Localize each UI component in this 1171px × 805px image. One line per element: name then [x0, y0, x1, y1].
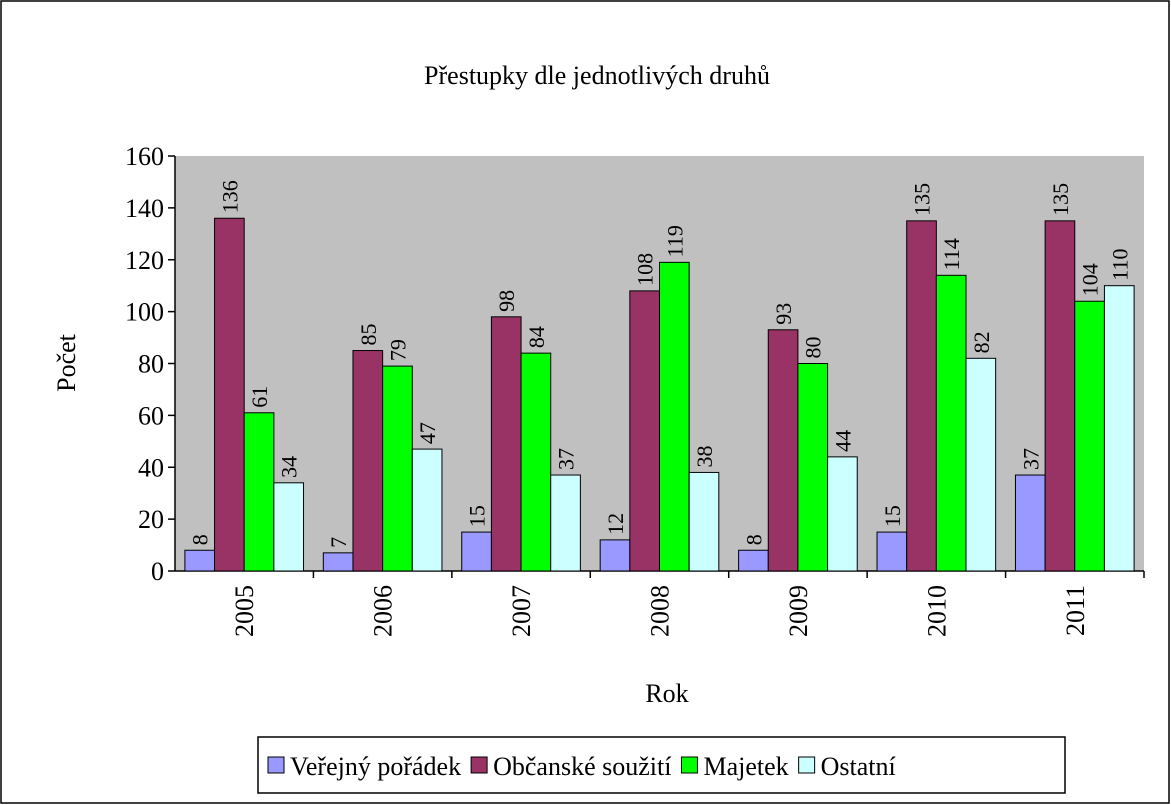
value-label: 7 — [326, 537, 351, 548]
value-label: 15 — [465, 505, 490, 527]
y-tick-label: 20 — [138, 505, 164, 534]
bar — [688, 471, 720, 572]
value-label: 104 — [1078, 263, 1103, 296]
value-label: 135 — [910, 183, 935, 216]
value-label: 79 — [385, 339, 410, 361]
bar — [411, 448, 443, 572]
y-tick-label: 120 — [125, 246, 164, 275]
bar — [767, 329, 799, 572]
bar — [738, 549, 769, 572]
value-label: 37 — [1018, 448, 1043, 470]
legend-label: Ostatní — [821, 752, 896, 781]
value-label: 84 — [524, 326, 549, 348]
bar — [243, 412, 275, 572]
x-tick-label: 2008 — [646, 585, 675, 637]
value-label: 44 — [830, 430, 855, 452]
bar — [214, 217, 245, 572]
legend-swatch — [267, 756, 285, 774]
value-label: 82 — [969, 331, 994, 353]
legend-swatch — [798, 756, 816, 774]
bar — [1103, 285, 1135, 572]
y-tick-label: 60 — [138, 401, 164, 430]
y-tick-label: 160 — [125, 142, 164, 171]
x-tick-label: 2007 — [507, 585, 536, 637]
x-tick-label: 2006 — [369, 585, 398, 637]
y-axis-label: Počet — [52, 333, 81, 392]
bar — [184, 549, 216, 572]
legend-swatch — [470, 756, 488, 774]
bar — [876, 531, 908, 572]
bar — [520, 352, 552, 572]
value-label: 47 — [415, 422, 440, 444]
value-label: 93 — [771, 303, 796, 325]
value-label: 8 — [188, 534, 213, 545]
bar — [827, 456, 858, 572]
y-tick-label: 0 — [151, 557, 164, 586]
legend-label: Občanské soužití — [493, 752, 671, 781]
bar — [461, 531, 492, 572]
x-tick-label: 2010 — [922, 585, 951, 637]
y-tick-label: 80 — [138, 350, 164, 379]
legend-swatch — [680, 756, 698, 774]
value-label: 114 — [939, 238, 964, 270]
value-label: 61 — [247, 386, 272, 408]
value-label: 80 — [801, 337, 826, 359]
bar — [490, 316, 522, 572]
bar — [906, 220, 937, 572]
x-tick-label: 2011 — [1061, 585, 1090, 636]
value-label: 12 — [603, 513, 628, 535]
bar — [550, 474, 581, 572]
bar — [322, 552, 354, 572]
value-label: 8 — [741, 534, 766, 545]
value-label: 110 — [1107, 249, 1132, 281]
value-label: 119 — [662, 225, 687, 257]
legend-label: Majetek — [703, 752, 788, 781]
value-label: 15 — [880, 505, 905, 527]
bar — [1044, 220, 1076, 572]
bar — [935, 274, 967, 572]
value-label: 37 — [554, 448, 579, 470]
chart-title: Přestupky dle jednotlivých druhů — [424, 61, 770, 90]
x-axis-label: Rok — [645, 679, 688, 708]
y-tick-label: 140 — [125, 194, 164, 223]
value-label: 108 — [633, 253, 658, 286]
bar — [629, 290, 660, 572]
value-label: 98 — [494, 290, 519, 312]
bar — [273, 482, 305, 572]
y-tick-label: 100 — [125, 298, 164, 327]
bar — [382, 365, 413, 572]
bar — [352, 350, 384, 572]
bar — [1014, 474, 1046, 572]
value-label: 38 — [692, 445, 717, 467]
value-label: 85 — [356, 324, 381, 346]
y-tick-label: 40 — [138, 453, 164, 482]
value-label: 136 — [217, 180, 242, 213]
bar — [965, 357, 997, 572]
bar — [658, 261, 690, 572]
x-tick-label: 2009 — [784, 585, 813, 637]
bar — [599, 539, 631, 572]
value-label: 135 — [1048, 183, 1073, 216]
legend-box — [257, 736, 1066, 794]
bar — [1074, 300, 1105, 572]
x-tick-label: 2005 — [230, 585, 259, 637]
bar — [797, 363, 829, 572]
legend-label: Veřejný pořádek — [290, 752, 461, 781]
value-label: 34 — [277, 456, 302, 478]
